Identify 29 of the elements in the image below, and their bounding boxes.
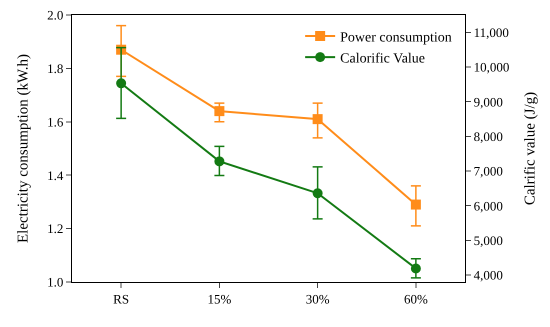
y2-tick-label: 8,000 [474,128,503,144]
y-tick-label: 1.2 [47,221,64,236]
y2-tick-label: 11,000 [474,24,509,40]
point [214,156,224,166]
y2-tick-label: 9,000 [474,94,503,110]
point [410,200,421,210]
point [312,188,323,198]
y2-tick-label: 5,000 [474,232,503,248]
x-tick-label: 60% [404,292,428,307]
y2-tick-label: 10,000 [474,60,510,75]
point [214,106,224,116]
y2-tick-label: 6,000 [474,198,503,214]
y-tick-label: 2.0 [47,8,64,23]
y2-axis-title: Calrific value (J/g) [522,92,538,206]
x-tick-label: RS [113,292,130,307]
x-tick-label: 15% [207,292,232,307]
point [116,78,126,88]
y-tick-label: 1.8 [47,60,64,76]
y-tick-label: 1.6 [47,114,64,130]
legend-label: Power consumption [340,30,452,46]
y-tick-label: 1.4 [47,168,64,183]
y2-tick-label: 4,000 [474,268,503,283]
x-tick-label: 30% [306,292,330,307]
legend-label: Calorific Value [340,52,426,67]
y2-tick-label: 7,000 [474,164,503,179]
point [410,263,421,274]
y-tick-label: 1.0 [47,274,64,290]
y-axis-title: Electricity consumption (kW.h) [15,54,32,243]
point [312,114,323,124]
